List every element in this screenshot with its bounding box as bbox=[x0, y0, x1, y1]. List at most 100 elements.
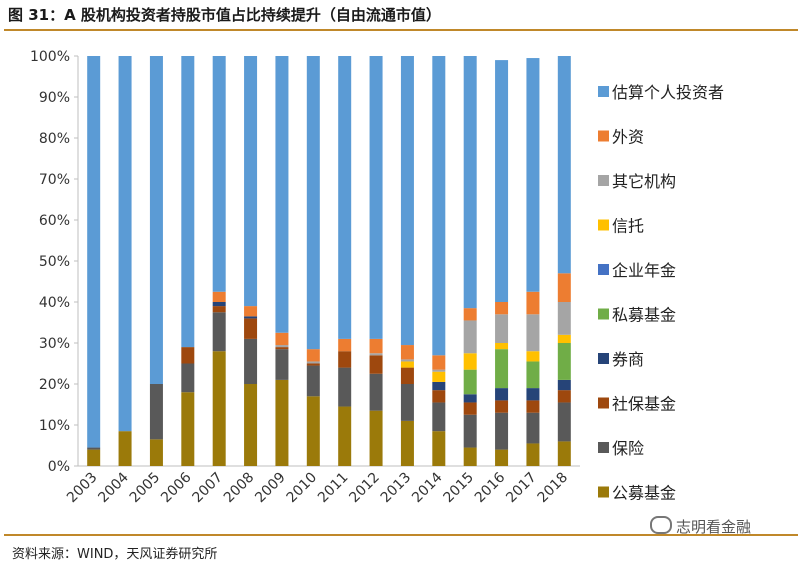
bar-segment-2012 bbox=[369, 373, 383, 411]
x-tick-label: 2017 bbox=[503, 470, 540, 507]
legend-label: 保险 bbox=[612, 439, 644, 458]
legend-label: 信托 bbox=[612, 217, 644, 236]
y-tick-label: 100% bbox=[30, 49, 70, 65]
x-tick-label: 2013 bbox=[378, 470, 415, 507]
bar-segment-2018 bbox=[557, 56, 571, 274]
x-tick-label: 2011 bbox=[315, 470, 352, 507]
x-tick-label: 2009 bbox=[252, 470, 289, 507]
bar-segment-2018 bbox=[557, 402, 571, 442]
bar-segment-2013 bbox=[400, 359, 414, 362]
bar-segment-2007 bbox=[212, 312, 226, 352]
bottom-rule bbox=[4, 534, 798, 536]
bar-segment-2009 bbox=[275, 345, 289, 348]
bar-segment-2018 bbox=[557, 302, 571, 335]
bar-segment-2016 bbox=[495, 343, 509, 350]
bar-segment-2009 bbox=[275, 379, 289, 466]
watermark-text: 志明看金融 bbox=[676, 518, 752, 536]
bar-segment-2011 bbox=[338, 56, 352, 339]
bar-segment-2017 bbox=[526, 388, 540, 401]
bar-segment-2016 bbox=[495, 400, 509, 413]
bar-segment-2014 bbox=[432, 402, 446, 432]
bar-segment-2011 bbox=[338, 406, 352, 466]
bar-segment-2016 bbox=[495, 412, 509, 450]
bar-segment-2007 bbox=[212, 56, 226, 292]
legend-swatch bbox=[598, 175, 609, 186]
bar-segment-2015 bbox=[463, 369, 477, 395]
bar-segment-2016 bbox=[495, 314, 509, 343]
bar-segment-2007 bbox=[212, 351, 226, 466]
y-tick-label: 0% bbox=[48, 459, 70, 475]
bar-segment-2017 bbox=[526, 291, 540, 315]
bar-segment-2018 bbox=[557, 441, 571, 466]
bar-segment-2013 bbox=[400, 56, 414, 346]
y-tick-label: 50% bbox=[39, 254, 70, 270]
bar-segment-2015 bbox=[463, 308, 477, 321]
bar-segment-2016 bbox=[495, 349, 509, 389]
bar-segment-2015 bbox=[463, 353, 477, 370]
bar-segment-2012 bbox=[369, 355, 383, 374]
x-tick-label: 2016 bbox=[472, 469, 509, 506]
legend-label: 私募基金 bbox=[612, 306, 676, 325]
legend-swatch bbox=[598, 442, 609, 453]
x-tick-label: 2018 bbox=[535, 470, 572, 507]
bar-segment-2010 bbox=[306, 361, 320, 364]
bar-segment-2007 bbox=[212, 302, 226, 307]
x-tick-label: 2007 bbox=[190, 470, 227, 507]
bar-segment-2005 bbox=[149, 384, 163, 440]
bar-segment-2015 bbox=[463, 394, 477, 403]
bar-segment-2013 bbox=[400, 367, 414, 384]
bar-segment-2017 bbox=[526, 314, 540, 352]
bar-segment-2018 bbox=[557, 390, 571, 403]
bar-segment-2010 bbox=[306, 349, 320, 362]
bar-segment-2012 bbox=[369, 353, 383, 356]
x-tick-label: 2005 bbox=[127, 470, 164, 507]
bar-segment-2006 bbox=[181, 363, 195, 393]
legend-swatch bbox=[598, 86, 609, 97]
bar-segment-2018 bbox=[557, 379, 571, 391]
bar-segment-2010 bbox=[306, 365, 320, 397]
x-tick-label: 2012 bbox=[346, 470, 383, 507]
bar-segment-2009 bbox=[275, 347, 289, 350]
bar-segment-2010 bbox=[306, 56, 320, 350]
y-tick-label: 30% bbox=[39, 336, 70, 352]
bar-segment-2010 bbox=[306, 396, 320, 466]
bar-segment-2014 bbox=[432, 56, 446, 356]
legend-swatch bbox=[598, 353, 609, 364]
bar-segment-2006 bbox=[181, 56, 195, 348]
bar-segment-2014 bbox=[432, 390, 446, 403]
bar-segment-2015 bbox=[463, 56, 477, 309]
bar-segment-2016 bbox=[495, 388, 509, 401]
bar-segment-2007 bbox=[212, 306, 226, 313]
wechat-icon bbox=[650, 516, 672, 534]
y-tick-label: 10% bbox=[39, 418, 70, 434]
legend-label: 公募基金 bbox=[612, 484, 676, 503]
legend-swatch bbox=[598, 264, 609, 275]
bar-segment-2013 bbox=[400, 384, 414, 421]
bar-segment-2014 bbox=[432, 355, 446, 370]
bar-segment-2014 bbox=[432, 369, 446, 372]
legend-label: 社保基金 bbox=[612, 395, 676, 414]
legend-swatch bbox=[598, 486, 609, 498]
chart-title: 图 31：A 股机构投资者持股市值占比持续提升（自由流通市值） bbox=[8, 6, 441, 24]
bar-segment-2008 bbox=[244, 384, 258, 466]
bar-segment-2006 bbox=[181, 392, 195, 466]
bar-segment-2014 bbox=[432, 371, 446, 382]
bar-segment-2017 bbox=[526, 400, 540, 413]
bar-segment-2016 bbox=[495, 449, 509, 466]
bar-segment-2011 bbox=[338, 351, 352, 368]
y-tick-label: 80% bbox=[39, 131, 70, 147]
x-tick-label: 2010 bbox=[284, 470, 321, 507]
bar-segment-2015 bbox=[463, 447, 477, 466]
bar-segment-2014 bbox=[432, 381, 446, 391]
bar-segment-2009 bbox=[275, 349, 289, 380]
bar-segment-2003 bbox=[87, 56, 101, 448]
bar-segment-2012 bbox=[369, 56, 383, 339]
bar-segment-2016 bbox=[495, 60, 509, 302]
legend-label: 券商 bbox=[612, 350, 644, 369]
y-tick-label: 70% bbox=[39, 172, 70, 188]
bar-segment-2003 bbox=[87, 447, 101, 450]
bar-segment-2017 bbox=[526, 351, 540, 362]
bar-segment-2012 bbox=[369, 410, 383, 466]
y-tick-label: 20% bbox=[39, 377, 70, 393]
